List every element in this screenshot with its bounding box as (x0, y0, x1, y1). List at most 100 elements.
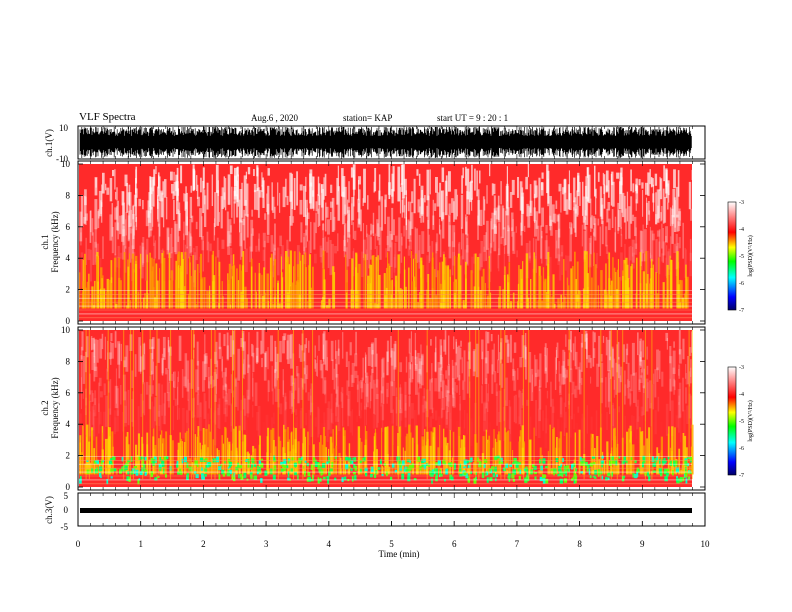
spec-speckle (173, 221, 177, 253)
spec-greenband (500, 461, 504, 464)
spec-speckle (600, 378, 603, 404)
spec-speckle (194, 252, 197, 272)
spec-speckle (607, 251, 610, 259)
spec-speckle (111, 227, 114, 254)
spec-greenband (138, 456, 141, 461)
spec-speckle (251, 343, 254, 357)
spec-speckle (313, 222, 316, 250)
spec-speckle (434, 352, 437, 372)
spec-speckle (205, 353, 208, 378)
spec-speckle (376, 219, 379, 237)
spec-speckle (656, 367, 659, 382)
spec-lowband (342, 427, 345, 475)
spec-speckle (270, 335, 274, 362)
spec-speckle (484, 357, 488, 385)
spec-lowband (549, 424, 551, 475)
spec-speckle (393, 256, 396, 273)
spec-speckle (138, 198, 141, 207)
spec-speckle (386, 340, 389, 362)
spec-speckle (594, 332, 596, 343)
spec-speckle (426, 205, 429, 217)
spec-greenband (93, 460, 97, 464)
spec-lowband (574, 251, 576, 309)
spec-greenband (247, 462, 250, 468)
spec-speckle (481, 339, 484, 360)
spec-lowband (309, 300, 312, 309)
spec-lowband (619, 277, 621, 309)
spec-speckle (560, 191, 562, 213)
spec-speckle (465, 233, 469, 266)
spec-speckle (475, 343, 479, 378)
spec-lowband (179, 432, 181, 475)
spec-speckle (273, 250, 276, 266)
spec-speckle (639, 375, 643, 384)
spec-speckle (485, 402, 489, 433)
spec-speckle (651, 178, 654, 187)
spec-greenband (413, 478, 417, 481)
spec-speckle (634, 243, 638, 255)
spec-speckle (626, 191, 629, 222)
spec-greenband (559, 470, 563, 477)
spec-speckle (181, 369, 184, 398)
spec-speckle (685, 364, 687, 379)
spec-lowband (658, 453, 660, 475)
spec-speckle (673, 243, 677, 254)
spec-speckle (365, 403, 368, 426)
spec-greenband (435, 472, 438, 478)
ch3-ytick-top: 5 (64, 491, 69, 501)
spec-speckle (401, 236, 403, 246)
spec-speckle (322, 363, 324, 394)
spec-speckle (323, 177, 325, 200)
spec-speckle (108, 352, 112, 360)
spec-speckle (618, 406, 621, 413)
spec-lowband (616, 289, 619, 309)
spec-speckle (649, 226, 651, 259)
spec-speckle (399, 409, 402, 437)
spec-lowband (305, 267, 307, 309)
spec-lowband (439, 425, 441, 475)
spec-lowband (521, 447, 524, 475)
spec-greenband (348, 457, 352, 462)
spec-greenband (352, 457, 356, 460)
spec-speckle (189, 196, 193, 219)
spec-speckle (225, 393, 228, 405)
spec-lowband (126, 432, 129, 475)
spec-lowband (675, 459, 678, 475)
spec-lowband (597, 285, 600, 309)
spec-speckle (435, 241, 438, 278)
spec-speckle (441, 356, 444, 368)
spec-speckle (560, 396, 562, 415)
spec-speckle (544, 343, 547, 372)
colorbar-tick-label: -7 (739, 308, 744, 314)
spec-speckle (517, 417, 520, 426)
spec-speckle (626, 343, 629, 356)
spec-greenband (176, 463, 179, 468)
spec-speckle (351, 362, 355, 383)
spec-speckle (664, 257, 667, 277)
spec-speckle (215, 374, 218, 394)
spec-greenband (304, 472, 306, 477)
spec-speckle (331, 197, 335, 232)
spec-speckle (342, 191, 345, 225)
spec-lowband (685, 264, 687, 309)
spec-lowband (591, 277, 593, 309)
spec-speckle (102, 172, 105, 194)
spec-lowband (506, 431, 509, 475)
spec-speckle (501, 205, 504, 239)
spec-lowband (160, 471, 163, 475)
spec-speckle (512, 369, 515, 381)
spec-speckle (331, 413, 335, 424)
spec-greenband (512, 479, 516, 482)
spec-speckle (558, 183, 562, 192)
spec-speckle (466, 238, 469, 264)
spec-speckle (298, 343, 301, 359)
spec-speckle (287, 334, 290, 364)
spec-lowband (415, 460, 419, 475)
spec-speckle (483, 401, 486, 432)
spec-speckle (261, 357, 264, 368)
spec-speckle (555, 350, 557, 374)
spec-speckle (610, 173, 613, 206)
spec-speckle (569, 222, 572, 229)
spec-speckle (561, 365, 565, 385)
spec-greenband (106, 479, 109, 485)
